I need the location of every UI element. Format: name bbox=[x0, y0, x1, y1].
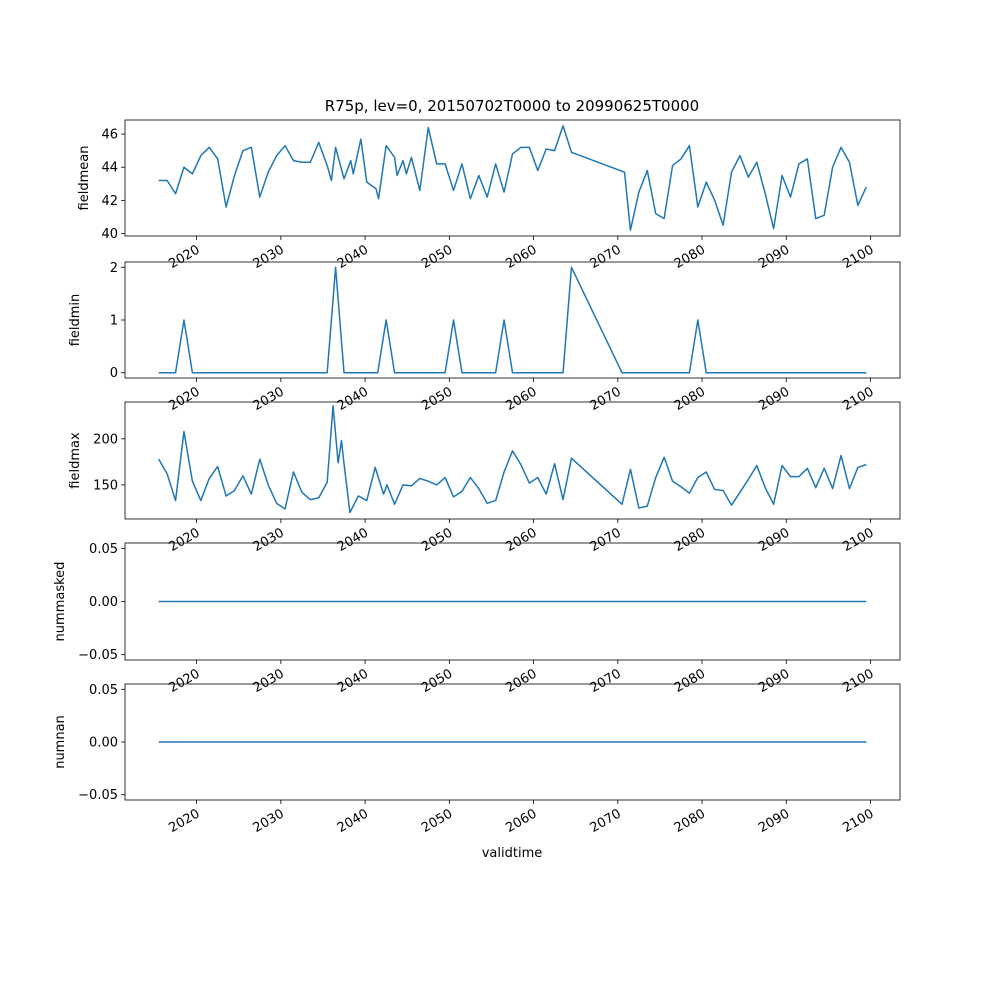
numnan-y-tick-label: 0.05 bbox=[89, 683, 118, 698]
fieldmean-y-tick-label: 40 bbox=[101, 227, 118, 242]
fieldmax-y-axis-label: fieldmax bbox=[68, 432, 83, 489]
fieldmin-y-tick-label: 0 bbox=[110, 366, 118, 381]
x-axis-label: validtime bbox=[482, 846, 543, 861]
fieldmin-y-tick-label: 1 bbox=[110, 314, 118, 329]
fieldmax-series-line bbox=[158, 404, 867, 514]
numnan-y-tick-label: −0.05 bbox=[78, 788, 118, 803]
chart-title: R75p, lev=0, 20150702T0000 to 20990625T0… bbox=[325, 97, 699, 115]
fieldmin-y-tick-label: 2 bbox=[110, 261, 118, 276]
fieldmean-y-tick-label: 44 bbox=[101, 161, 118, 176]
nummasked-y-axis-label: nummasked bbox=[53, 562, 68, 642]
nummasked-y-tick-label: 0.00 bbox=[89, 595, 118, 610]
fieldmin-y-axis-label: fieldmin bbox=[68, 294, 83, 347]
nummasked-y-tick-label: −0.05 bbox=[78, 648, 118, 663]
fieldmean-y-tick-label: 42 bbox=[101, 194, 118, 209]
numnan-y-axis-label: numnan bbox=[53, 715, 68, 769]
fieldmax-y-tick-label: 150 bbox=[93, 478, 118, 493]
fieldmean-series-line bbox=[158, 125, 867, 231]
fieldmax-y-tick-label: 200 bbox=[93, 432, 118, 447]
nummasked-y-tick-label: 0.05 bbox=[89, 542, 118, 557]
numnan-y-tick-label: 0.00 bbox=[89, 736, 118, 751]
fieldmax-axes-frame bbox=[124, 401, 901, 520]
fieldmean-y-axis-label: fieldmean bbox=[77, 146, 92, 211]
fieldmean-axes-frame bbox=[124, 119, 901, 237]
fieldmean-y-tick-label: 46 bbox=[101, 128, 118, 143]
fieldmin-series-line bbox=[158, 266, 867, 374]
